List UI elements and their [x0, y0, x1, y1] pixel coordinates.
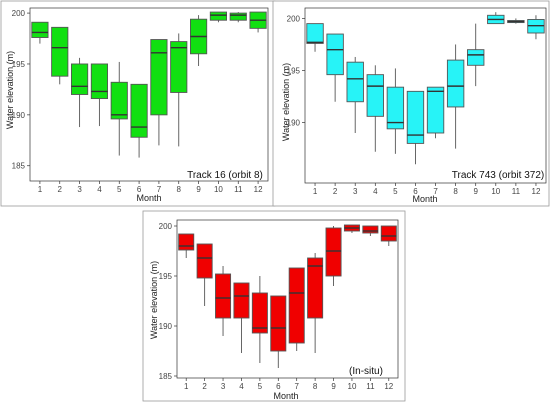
x-tick-label: 11	[512, 187, 521, 196]
x-tick-label: 10	[491, 187, 500, 196]
box-body	[196, 243, 213, 279]
box-body	[326, 33, 344, 76]
y-tick-label: 190	[12, 111, 26, 120]
x-tick-label: 4	[97, 185, 102, 194]
panel1-annotation: Track 16 (orbit 8)	[187, 170, 263, 181]
box-body	[386, 86, 405, 130]
x-tick-label: 7	[433, 187, 438, 196]
panel2-annotation: Track 743 (orbit 372)	[452, 170, 544, 181]
y-tick-label: 185	[12, 162, 26, 171]
box-body	[31, 21, 49, 38]
box-body	[306, 23, 324, 44]
x-tick-label: 12	[254, 185, 263, 194]
box-body	[288, 267, 305, 344]
panel3-ylabel: Water elevation (m)	[149, 261, 159, 339]
box-body	[209, 11, 227, 21]
panel2-ylabel: Water elevation (m)	[281, 63, 291, 141]
box-body	[366, 74, 384, 117]
box-body	[150, 39, 168, 116]
plot-area-frame	[304, 7, 547, 184]
box-body	[251, 292, 268, 334]
x-tick-label: 12	[384, 382, 393, 391]
box-body	[51, 26, 69, 77]
x-tick-label: 1	[184, 382, 189, 391]
x-tick-label: 2	[333, 187, 338, 196]
y-tick-label: 200	[12, 9, 26, 18]
box-body	[71, 63, 89, 95]
box-body	[233, 282, 250, 319]
box-body	[325, 227, 342, 277]
box-body	[467, 49, 485, 66]
x-tick-label: 5	[393, 187, 398, 196]
plot-area-frame	[29, 7, 269, 182]
y-tick-label: 200	[159, 222, 173, 231]
y-tick-label: 200	[287, 14, 301, 23]
x-tick-label: 8	[313, 382, 318, 391]
box-body	[446, 59, 465, 108]
x-tick-label: 3	[221, 382, 226, 391]
y-tick-label: 185	[159, 372, 173, 381]
x-tick-label: 9	[196, 185, 201, 194]
box-body	[426, 86, 445, 134]
box-body	[229, 12, 247, 21]
panel3-annotation: (In-situ)	[349, 366, 383, 377]
x-tick-label: 8	[177, 185, 182, 194]
x-tick-label: 1	[313, 187, 318, 196]
panel1-ylabel: Water elevation (m)	[5, 51, 15, 129]
x-tick-label: 4	[239, 382, 244, 391]
x-tick-label: 2	[202, 382, 207, 391]
box-body	[130, 83, 148, 138]
x-tick-label: 9	[473, 187, 478, 196]
panel3-xlabel: Month	[273, 391, 298, 401]
x-tick-label: 11	[234, 185, 243, 194]
box-body	[307, 257, 324, 319]
x-tick-label: 6	[413, 187, 418, 196]
x-tick-label: 6	[276, 382, 281, 391]
x-tick-label: 1	[38, 185, 43, 194]
y-tick-label: 195	[159, 272, 173, 281]
box-body	[406, 90, 425, 144]
box-body	[110, 81, 128, 120]
x-tick-label: 5	[117, 185, 122, 194]
box-body	[270, 295, 287, 352]
box-body	[346, 61, 364, 103]
x-tick-label: 7	[157, 185, 162, 194]
box-body	[362, 225, 379, 234]
x-tick-label: 9	[331, 382, 336, 391]
x-tick-label: 3	[77, 185, 82, 194]
y-tick-label: 190	[159, 322, 173, 331]
box-body	[170, 41, 188, 93]
x-tick-label: 12	[532, 187, 541, 196]
x-tick-label: 2	[58, 185, 63, 194]
y-tick-label: 195	[12, 60, 26, 69]
x-tick-label: 4	[373, 187, 378, 196]
x-tick-label: 7	[294, 382, 299, 391]
panel2-xlabel: Month	[412, 194, 437, 204]
box-body	[90, 63, 108, 100]
box-body	[215, 273, 232, 319]
x-tick-label: 3	[353, 187, 358, 196]
x-tick-label: 11	[366, 382, 375, 391]
panel1-xlabel: Month	[136, 193, 161, 203]
x-tick-label: 6	[137, 185, 142, 194]
x-tick-label: 10	[348, 382, 357, 391]
plot-area-frame	[176, 219, 399, 379]
x-tick-label: 5	[258, 382, 263, 391]
y-tick-label: 190	[287, 119, 301, 128]
x-tick-label: 10	[214, 185, 223, 194]
y-tick-label: 195	[287, 67, 301, 76]
box-body	[380, 225, 397, 242]
x-tick-label: 8	[453, 187, 458, 196]
box-body	[178, 233, 195, 251]
